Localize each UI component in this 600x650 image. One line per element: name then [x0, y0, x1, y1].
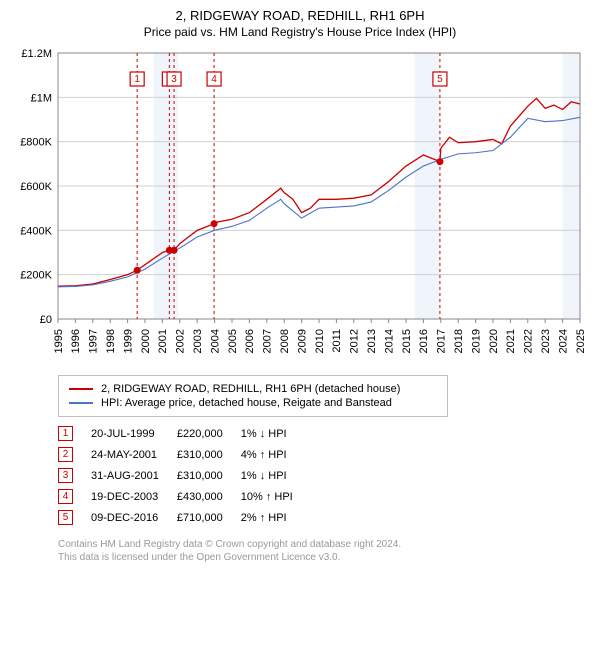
- legend-label: HPI: Average price, detached house, Reig…: [101, 397, 392, 409]
- y-axis-label: £200K: [20, 270, 52, 282]
- legend: 2, RIDGEWAY ROAD, REDHILL, RH1 6PH (deta…: [58, 375, 448, 417]
- sale-vs-hpi: 4% ↑ HPI: [241, 444, 311, 465]
- x-axis-label: 2014: [383, 329, 395, 353]
- x-axis-label: 2010: [314, 329, 326, 353]
- sale-date: 20-JUL-1999: [91, 423, 177, 444]
- x-axis-label: 2002: [175, 329, 187, 353]
- legend-swatch: [69, 402, 93, 404]
- x-axis-label: 2021: [505, 329, 517, 353]
- legend-item: HPI: Average price, detached house, Reig…: [69, 396, 437, 410]
- sale-vs-hpi: 10% ↑ HPI: [241, 486, 311, 507]
- sale-date: 24-MAY-2001: [91, 444, 177, 465]
- x-axis-label: 2005: [227, 329, 239, 353]
- y-axis-label: £400K: [20, 225, 52, 237]
- legend-swatch: [69, 388, 93, 390]
- x-axis-label: 1998: [105, 329, 117, 353]
- y-axis-label: £0: [40, 314, 52, 326]
- sales-table: 1 20-JUL-1999£220,0001% ↓ HPI 2 24-MAY-2001…: [58, 423, 311, 528]
- legend-label: 2, RIDGEWAY ROAD, REDHILL, RH1 6PH (deta…: [101, 383, 400, 395]
- y-axis-label: £800K: [20, 137, 52, 149]
- sale-row-marker: 5: [58, 510, 73, 525]
- x-axis-label: 2012: [349, 329, 361, 353]
- x-axis-label: 2003: [192, 329, 204, 353]
- x-axis-label: 2022: [523, 329, 535, 353]
- x-axis-label: 2001: [157, 329, 169, 353]
- x-axis-label: 2013: [366, 329, 378, 353]
- x-axis-label: 2009: [296, 329, 308, 353]
- sale-row-marker: 1: [58, 426, 73, 441]
- chart-area: £0 £200K £400K £600K £800K £1M £1.2M 1995 1996 19…: [10, 47, 590, 367]
- footnote: Contains HM Land Registry data © Crown c…: [58, 538, 590, 564]
- sale-row: 5 09-DEC-2016£710,0002% ↑ HPI: [58, 507, 311, 528]
- footnote-line2: This data is licensed under the Open Gov…: [58, 551, 590, 564]
- sale-point: [134, 267, 141, 274]
- x-axis-label: 2000: [140, 329, 152, 353]
- chart-title: 2, RIDGEWAY ROAD, REDHILL, RH1 6PH: [10, 8, 590, 23]
- sale-price: £430,000: [177, 486, 241, 507]
- footnote-line1: Contains HM Land Registry data © Crown c…: [58, 538, 590, 551]
- sale-row-marker: 3: [58, 468, 73, 483]
- x-axis-label: 2004: [209, 329, 221, 353]
- sale-date: 31-AUG-2001: [91, 465, 177, 486]
- x-axis-label: 1995: [53, 329, 65, 353]
- sale-price: £310,000: [177, 444, 241, 465]
- sale-vs-hpi: 2% ↑ HPI: [241, 507, 311, 528]
- x-axis-label: 2020: [488, 329, 500, 353]
- x-axis-label: 2023: [540, 329, 552, 353]
- x-axis-label: 2008: [279, 329, 291, 353]
- sale-vs-hpi: 1% ↓ HPI: [241, 423, 311, 444]
- sale-marker-number: 5: [437, 74, 443, 85]
- x-axis-label: 2018: [453, 329, 465, 353]
- series-property: [58, 98, 580, 286]
- x-axis-label: 2017: [436, 329, 448, 353]
- sale-point: [171, 247, 178, 254]
- x-axis-label: 2016: [418, 329, 430, 353]
- sale-date: 19-DEC-2003: [91, 486, 177, 507]
- chart-container: 2, RIDGEWAY ROAD, REDHILL, RH1 6PH Price…: [0, 0, 600, 650]
- y-axis-label: £600K: [20, 181, 52, 193]
- y-axis-label: £1.2M: [21, 48, 52, 60]
- x-axis-label: 2015: [401, 329, 413, 353]
- sale-row-marker: 4: [58, 489, 73, 504]
- sale-price: £710,000: [177, 507, 241, 528]
- x-axis-label: 2025: [575, 329, 587, 353]
- sale-row: 3 31-AUG-2001£310,0001% ↓ HPI: [58, 465, 311, 486]
- x-axis-label: 2024: [557, 329, 569, 353]
- x-axis-label: 2019: [470, 329, 482, 353]
- sale-marker-number: 4: [211, 74, 217, 85]
- x-axis-label: 2007: [262, 329, 274, 353]
- x-axis-label: 2006: [244, 329, 256, 353]
- line-chart: £0 £200K £400K £600K £800K £1M £1.2M 1995 1996 19…: [10, 47, 590, 367]
- sale-price: £310,000: [177, 465, 241, 486]
- sale-point: [436, 158, 443, 165]
- y-axis-label: £1M: [31, 92, 52, 104]
- sale-marker-number: 1: [134, 74, 140, 85]
- sale-marker-number: 3: [171, 74, 177, 85]
- x-axis-label: 2011: [331, 329, 343, 353]
- x-axis-label: 1999: [122, 329, 134, 353]
- sale-point: [211, 220, 218, 227]
- sale-date: 09-DEC-2016: [91, 507, 177, 528]
- sale-price: £220,000: [177, 423, 241, 444]
- sale-row: 4 19-DEC-2003£430,00010% ↑ HPI: [58, 486, 311, 507]
- x-axis-label: 1996: [70, 329, 82, 353]
- sale-row: 1 20-JUL-1999£220,0001% ↓ HPI: [58, 423, 311, 444]
- sale-row: 2 24-MAY-2001£310,0004% ↑ HPI: [58, 444, 311, 465]
- sale-row-marker: 2: [58, 447, 73, 462]
- legend-item: 2, RIDGEWAY ROAD, REDHILL, RH1 6PH (deta…: [69, 382, 437, 396]
- chart-subtitle: Price paid vs. HM Land Registry's House …: [10, 25, 590, 39]
- x-axis-label: 1997: [88, 329, 100, 353]
- sale-vs-hpi: 1% ↓ HPI: [241, 465, 311, 486]
